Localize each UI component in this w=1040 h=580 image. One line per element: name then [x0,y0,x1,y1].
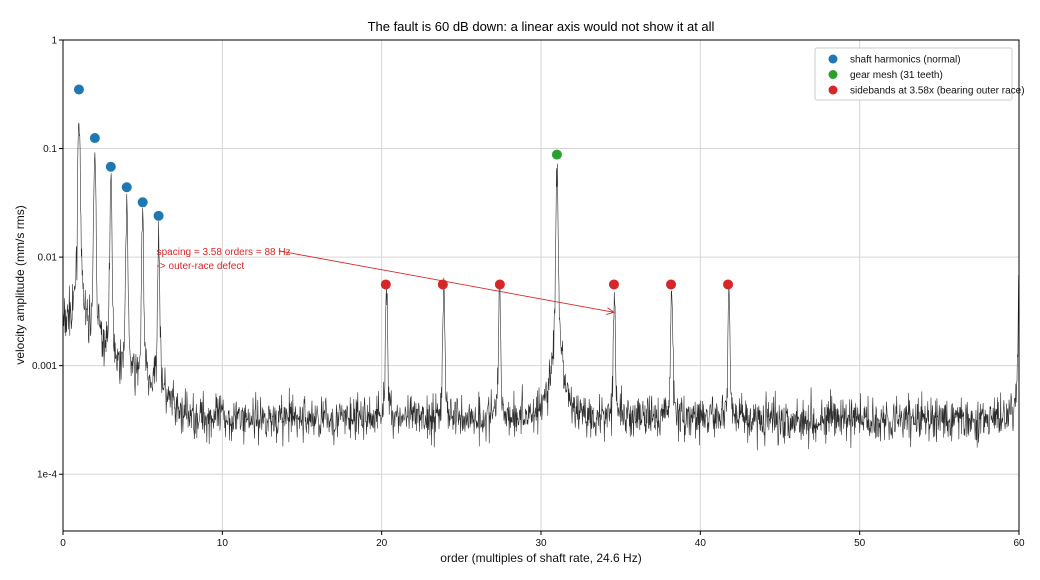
legend-entry-label: sidebands at 3.58x (bearing outer race) [850,86,1025,97]
spectrum-trace-group [62,122,1020,451]
annotation-text-line: spacing = 3.58 orders = 88 Hz [157,247,291,258]
y-tick-label: 0.001 [32,361,57,372]
x-tick-label: 50 [854,538,866,549]
legend-entry-label: gear mesh (31 teeth) [850,70,943,81]
legend-marker [828,85,838,95]
series-1-point [551,149,562,160]
legend: shaft harmonics (normal) gear mesh (31 te… [814,47,1025,101]
x-tick-label: 20 [376,538,388,549]
series-2-point [494,279,505,290]
legend-entry-label: shaft harmonics (normal) [850,55,961,66]
series-0-point [105,161,116,172]
series-2-point [666,279,677,290]
series-0-point [137,197,148,208]
annotation-text-line: -> outer-race defect [157,261,245,272]
y-tick-label: 0.01 [38,253,58,264]
legend-marker [828,70,838,79]
x-tick-label: 60 [1013,538,1025,549]
marker-points-group [73,84,734,290]
annotation-arrow-head [606,307,615,315]
x-tick-label: 10 [217,538,229,549]
legend-box [814,47,1013,101]
y-axis-label: velocity amplitude (mm/s rms) [13,205,27,364]
x-axis-ticks: 0 10 20 30 40 50 60 [60,531,1025,549]
y-tick-label: 1e-4 [37,470,57,481]
series-0-point [89,133,100,144]
series-0-point [73,84,84,95]
series-2-point [608,279,619,290]
x-tick-label: 0 [60,538,66,549]
legend-marker [828,54,838,64]
y-tick-label: 1 [51,36,57,47]
spectrum-trace [62,122,1020,451]
series-2-point [437,279,448,290]
y-axis-ticks: 1e-4 0.001 0.01 0.1 1 [32,36,63,481]
series-0-point [153,210,164,221]
grid [62,39,1020,531]
y-tick-label: 0.1 [43,144,57,155]
series-2-point [380,279,391,290]
series-0-point [121,182,132,193]
series-2-point [723,279,734,290]
x-tick-label: 30 [535,538,547,549]
x-axis-label: order (multiples of shaft rate, 24.6 Hz) [440,551,641,565]
x-tick-label: 40 [695,538,707,549]
chart-title: The fault is 60 dB down: a linear axis w… [368,19,715,34]
